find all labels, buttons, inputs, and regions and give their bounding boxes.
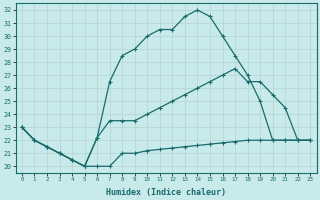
X-axis label: Humidex (Indice chaleur): Humidex (Indice chaleur) — [106, 188, 226, 197]
